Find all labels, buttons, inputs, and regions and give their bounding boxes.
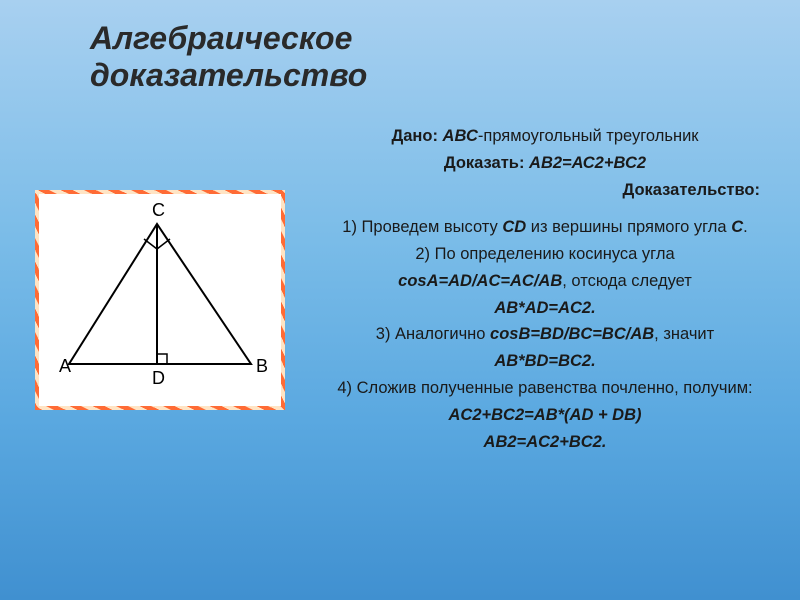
title-line-1: Алгебраическое (90, 20, 352, 56)
s1d: С (731, 218, 743, 236)
step-4-eq1: AC2+BC2=AB*(AD + DB) (320, 404, 770, 428)
proof-content: Дано: АВС-прямоугольный треугольник Дока… (320, 125, 770, 458)
s1c: из вершины прямого угла (526, 218, 731, 236)
step-4-line1: 4) Сложив полученные равенства почленно,… (320, 377, 770, 401)
given-rest: -прямоугольный треугольник (478, 127, 699, 145)
right-angle-d (157, 354, 167, 364)
step-4-eq2: AB2=AC2+BC2. (320, 431, 770, 455)
label-a: A (59, 356, 71, 376)
spacer (320, 206, 770, 216)
proof-header: Доказательство: (320, 179, 770, 203)
s1a: 1) Проведем высоту (342, 218, 502, 236)
s3c: , значит (654, 325, 714, 343)
given-label: Дано: (391, 127, 442, 145)
s2a: 2) По определению косинуса угла (415, 245, 674, 263)
s2b: cosA=AD/AC=AC/AB (398, 272, 562, 290)
step-1: 1) Проведем высоту CD из вершины прямого… (320, 216, 770, 240)
triangle-outline (69, 224, 251, 364)
step-3-line1: 3) Аналогично cosB=BD/BC=BC/AB, значит (320, 323, 770, 347)
prove-label: Доказать: (444, 154, 529, 172)
step-2-line1: 2) По определению косинуса угла (320, 243, 770, 267)
slide-title: Алгебраическое доказательство (90, 20, 367, 94)
label-d: D (152, 368, 165, 388)
s1e: . (743, 218, 748, 236)
step-2-line2: cosA=AD/AC=AC/AB, отсюда следует (320, 270, 770, 294)
s2c: , отсюда следует (562, 272, 692, 290)
given-subject: АВС (443, 127, 478, 145)
step-3-result: AB*BD=BC2. (320, 350, 770, 374)
triangle-svg: A B C D (39, 194, 281, 406)
triangle-diagram: A B C D (35, 190, 285, 410)
label-c: C (152, 200, 165, 220)
given-line: Дано: АВС-прямоугольный треугольник (320, 125, 770, 149)
step-2-result: AB*AD=AC2. (320, 297, 770, 321)
s1b: CD (502, 218, 526, 236)
prove-equation: АВ2=АС2+ВС2 (529, 154, 646, 172)
s3a: 3) Аналогично (376, 325, 490, 343)
title-line-2: доказательство (90, 57, 367, 93)
label-b: B (256, 356, 268, 376)
prove-line: Доказать: АВ2=АС2+ВС2 (320, 152, 770, 176)
s3b: cosB=BD/BC=BC/AB (490, 325, 654, 343)
